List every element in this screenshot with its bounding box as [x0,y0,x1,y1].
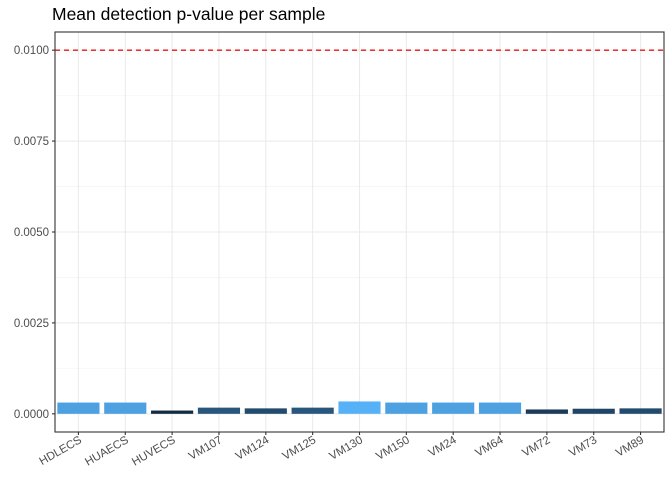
bar-vm73 [572,408,615,414]
x-tick-label: HUAECS [83,434,131,469]
y-tick-label: 0.0000 [14,409,49,421]
bar-huaecs [104,402,147,414]
bar-vm89 [619,408,662,414]
x-tick-label: VM89 [614,434,646,459]
x-tick-label: VM64 [474,434,507,460]
y-axis: 0.0000 0.0025 0.0050 0.0075 0.0100 [14,45,55,421]
bar-vm107 [197,407,241,414]
bar-hdlecs [57,402,100,414]
chart-title: Mean detection p-value per sample [52,4,326,24]
bar-vm150 [385,402,428,414]
bar-vm64 [478,402,522,414]
x-tick-label: VM125 [281,434,319,463]
x-tick-label: HDLECS [38,434,85,468]
y-tick-label: 0.0025 [14,318,49,330]
y-tick-label: 0.0075 [14,136,49,148]
x-tick-label: VM107 [187,434,225,463]
y-tick-label: 0.0100 [14,45,49,57]
x-tick-label: VM24 [427,434,460,460]
x-tick-label: HUVECS [130,434,178,469]
bar-vm124 [244,408,287,414]
bar-huvecs [151,410,194,414]
bar-vm24 [432,402,475,414]
y-tick-label: 0.0050 [14,227,49,239]
x-tick-label: VM150 [374,434,412,463]
x-tick-label: VM73 [567,434,599,459]
x-tick-label: VM124 [234,434,272,463]
x-tick-label: VM130 [327,434,365,463]
bar-vm72 [525,409,568,414]
bar-vm130 [338,401,381,414]
bars [57,401,662,414]
x-tick-label: VM72 [520,434,552,459]
x-axis: HDLECS HUAECS HUVECS VM107 VM124 VM125 VM130 VM… [38,432,646,469]
bar-vm125 [291,407,334,414]
